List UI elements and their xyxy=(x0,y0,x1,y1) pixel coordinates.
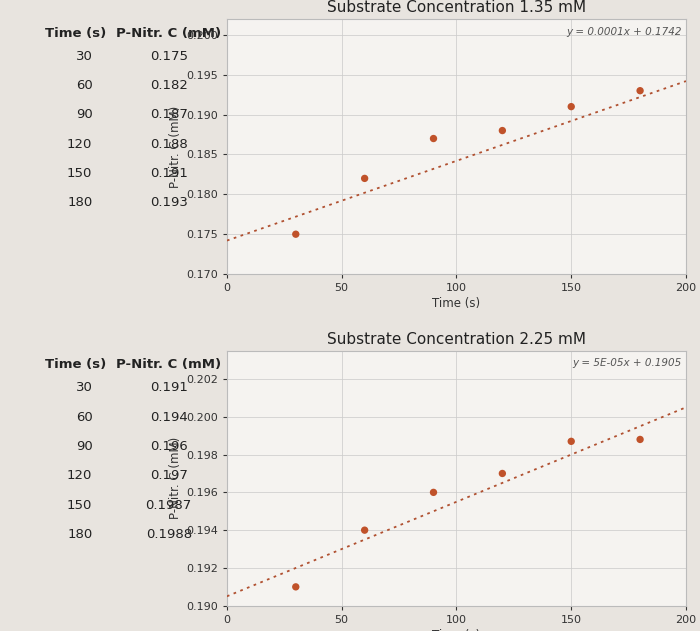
Text: 0.191: 0.191 xyxy=(150,381,188,394)
Point xyxy=(497,468,508,478)
Text: 150: 150 xyxy=(67,167,92,180)
Text: 120: 120 xyxy=(67,138,92,151)
Text: 0.187: 0.187 xyxy=(150,109,188,121)
Text: 0.1988: 0.1988 xyxy=(146,528,192,541)
Point xyxy=(290,582,302,592)
Text: P-Nitr. C (mM): P-Nitr. C (mM) xyxy=(116,27,221,40)
Y-axis label: P-Nitr. C (mM): P-Nitr. C (mM) xyxy=(169,105,182,187)
Text: 150: 150 xyxy=(67,498,92,512)
Text: 0.191: 0.191 xyxy=(150,167,188,180)
Point xyxy=(634,434,645,444)
Text: 30: 30 xyxy=(76,50,92,62)
Text: 0.194: 0.194 xyxy=(150,411,188,423)
Text: 0.197: 0.197 xyxy=(150,469,188,482)
Text: 60: 60 xyxy=(76,411,92,423)
X-axis label: Time (s): Time (s) xyxy=(433,297,480,310)
Text: 30: 30 xyxy=(76,381,92,394)
Title: Substrate Concentration 2.25 mM: Substrate Concentration 2.25 mM xyxy=(327,332,586,346)
Point xyxy=(359,174,370,184)
Point xyxy=(634,86,645,96)
Text: 60: 60 xyxy=(76,79,92,92)
Point xyxy=(428,487,439,497)
X-axis label: Time (s): Time (s) xyxy=(433,629,480,631)
Text: 0.1987: 0.1987 xyxy=(146,498,192,512)
Point xyxy=(497,126,508,136)
Point xyxy=(428,134,439,144)
Text: Time (s): Time (s) xyxy=(46,27,106,40)
Text: 0.182: 0.182 xyxy=(150,79,188,92)
Text: 90: 90 xyxy=(76,109,92,121)
Text: Time (s): Time (s) xyxy=(46,358,106,371)
Text: 0.193: 0.193 xyxy=(150,196,188,209)
Text: 120: 120 xyxy=(67,469,92,482)
Text: y = 5E-05x + 0.1905: y = 5E-05x + 0.1905 xyxy=(572,358,681,369)
Text: 90: 90 xyxy=(76,440,92,453)
Text: 180: 180 xyxy=(67,528,92,541)
Title: Substrate Concentration 1.35 mM: Substrate Concentration 1.35 mM xyxy=(327,0,586,15)
Point xyxy=(290,229,302,239)
Point xyxy=(566,102,577,112)
Text: P-Nitr. C (mM): P-Nitr. C (mM) xyxy=(116,358,221,371)
Text: 180: 180 xyxy=(67,196,92,209)
Text: 0.196: 0.196 xyxy=(150,440,188,453)
Y-axis label: P-Nitr. C (mM): P-Nitr. C (mM) xyxy=(169,437,182,519)
Point xyxy=(566,436,577,446)
Point xyxy=(359,525,370,535)
Text: y = 0.0001x + 0.1742: y = 0.0001x + 0.1742 xyxy=(566,27,681,37)
Text: 0.188: 0.188 xyxy=(150,138,188,151)
Text: 0.175: 0.175 xyxy=(150,50,188,62)
